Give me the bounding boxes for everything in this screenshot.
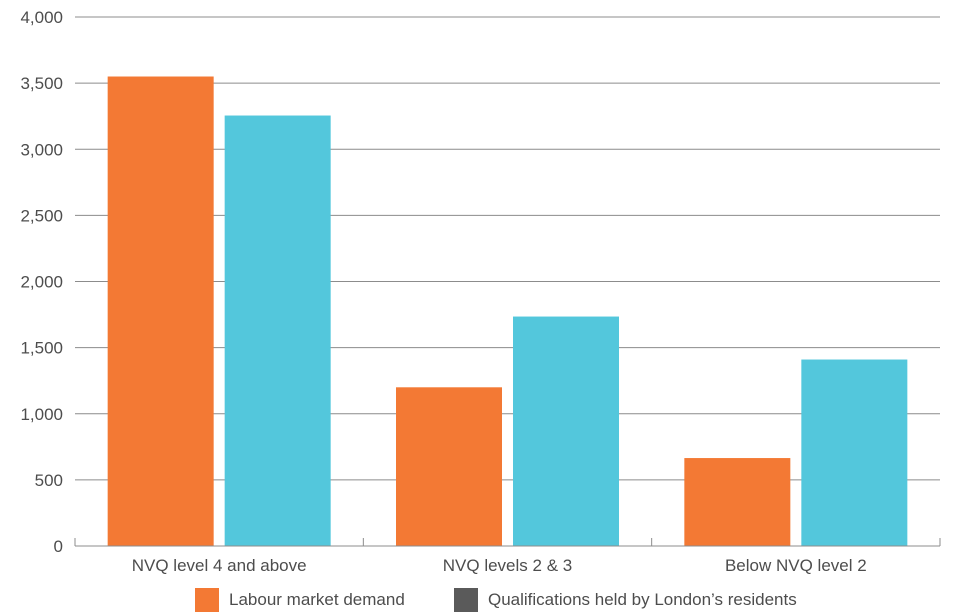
legend-item-qualifications: Qualifications held by London’s resident… bbox=[454, 586, 797, 614]
legend-swatch-qualifications bbox=[454, 588, 478, 612]
y-axis-tick-labels: 0 500 1,000 1,500 2,000 2,500 3,000 3,500 4,000 bbox=[20, 8, 63, 556]
x-category-label: NVQ levels 2 & 3 bbox=[443, 556, 572, 575]
x-category-label: Below NVQ level 2 bbox=[725, 556, 867, 575]
bar-labour-market-demand-2 bbox=[684, 458, 791, 546]
x-axis-category-labels: NVQ level 4 and above NVQ levels 2 & 3 Bel… bbox=[132, 556, 867, 575]
legend-swatch-labour-market-demand bbox=[195, 588, 219, 612]
y-tick-label: 1,500 bbox=[20, 339, 63, 358]
legend-label-labour-market-demand: Labour market demand bbox=[229, 590, 405, 609]
y-tick-label: 2,000 bbox=[20, 273, 63, 292]
legend-item-labour-market-demand: Labour market demand bbox=[195, 586, 405, 614]
bar-qualifications-0 bbox=[224, 115, 331, 547]
y-tick-label: 3,500 bbox=[20, 74, 63, 93]
y-tick-label: 1,000 bbox=[20, 405, 63, 424]
legend-label-qualifications: Qualifications held by London’s resident… bbox=[488, 590, 797, 609]
gridlines bbox=[75, 16, 940, 481]
y-tick-label: 500 bbox=[35, 471, 63, 490]
bar-qualifications-2 bbox=[801, 359, 908, 546]
y-tick-label: 4,000 bbox=[20, 8, 63, 27]
y-tick-label: 0 bbox=[54, 537, 63, 556]
bar-labour-market-demand-0 bbox=[107, 76, 214, 546]
x-category-label: NVQ level 4 and above bbox=[132, 556, 307, 575]
bar-qualifications-1 bbox=[513, 316, 619, 546]
y-tick-label: 3,000 bbox=[20, 140, 63, 159]
x-axis bbox=[74, 538, 941, 547]
legend: Labour market demand Qualifications held… bbox=[0, 586, 957, 614]
y-tick-label: 2,500 bbox=[20, 206, 63, 225]
bar-labour-market-demand-1 bbox=[396, 387, 502, 546]
bars bbox=[107, 76, 908, 547]
